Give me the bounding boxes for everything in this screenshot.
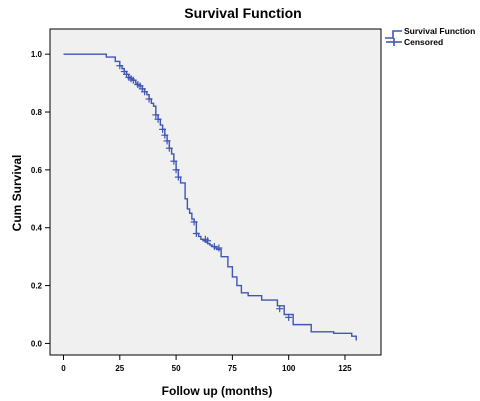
y-tick-label: 1.0: [31, 50, 43, 59]
censored-marker: [145, 95, 153, 103]
x-axis-title: Follow up (months): [162, 384, 273, 398]
y-tick-label: 0.0: [31, 339, 43, 348]
x-tick-label: 50: [172, 364, 181, 373]
censored-marker: [192, 230, 200, 238]
legend-label-censored: Censored: [404, 37, 443, 47]
y-tick-label: 0.6: [31, 166, 43, 175]
censored-marker: [159, 125, 167, 133]
censored-marker: [170, 157, 178, 165]
y-axis: 0.0 0.2 0.4 0.6 0.8 1.0: [31, 50, 50, 348]
censored-marker: [165, 144, 173, 152]
legend: Survival Function Censored: [385, 26, 475, 47]
y-axis-title: Cum Survival: [10, 155, 24, 232]
censored-marker: [152, 111, 160, 119]
censored-marker: [163, 137, 171, 145]
x-tick-label: 0: [61, 364, 66, 373]
censored-marker: [174, 173, 182, 181]
censored-marker: [129, 76, 137, 84]
chart-title: Survival Function: [184, 5, 301, 21]
x-tick-label: 25: [115, 364, 124, 373]
survival-function-line: [63, 53, 357, 341]
plus-marker-icon: [386, 38, 402, 46]
censored-marker: [172, 166, 180, 174]
censored-marker: [161, 131, 169, 139]
y-tick-label: 0.4: [31, 224, 43, 233]
plot-area: [49, 28, 382, 356]
censored-marker: [210, 243, 218, 251]
legend-item-censored: Censored: [386, 37, 443, 47]
censored-marker: [116, 62, 124, 70]
x-axis: 0 25 50 75 100 125: [61, 355, 352, 373]
censored-marker: [215, 244, 223, 252]
x-tick-label: 75: [228, 364, 237, 373]
censored-marker: [190, 218, 198, 226]
step-line-icon: [385, 30, 402, 39]
plot-series: [63, 53, 357, 341]
censored-marker: [204, 237, 212, 245]
y-tick-label: 0.8: [31, 108, 43, 117]
y-tick-label: 0.2: [31, 282, 43, 291]
x-tick-label: 100: [282, 364, 296, 373]
legend-label-survival: Survival Function: [404, 26, 475, 36]
censored-marker: [276, 305, 284, 313]
legend-item-survival: Survival Function: [385, 26, 475, 39]
censored-marker: [141, 88, 149, 96]
censored-marker: [154, 115, 162, 123]
censored-marker: [285, 313, 293, 321]
x-tick-label: 125: [338, 364, 352, 373]
